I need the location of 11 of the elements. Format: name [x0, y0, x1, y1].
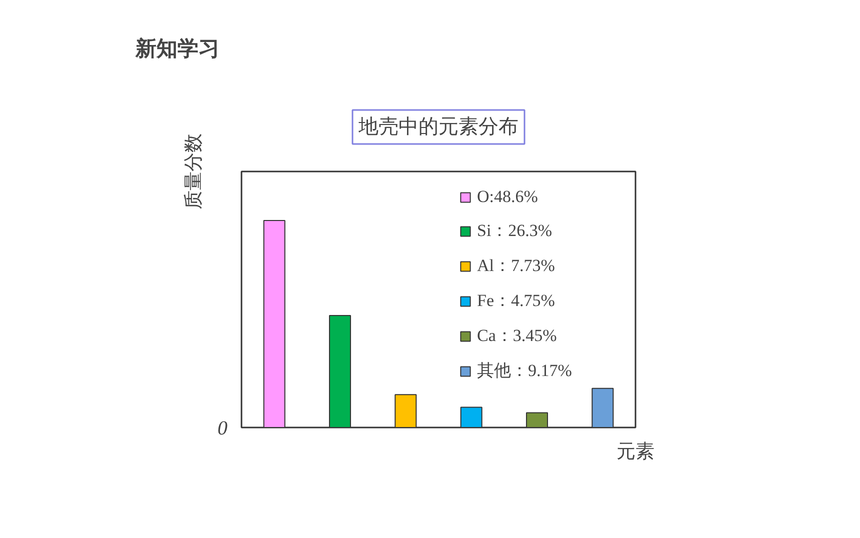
text: 0 — [218, 418, 228, 440]
text: 新知学习 — [134, 36, 220, 60]
legend-label: 其他：9.17% — [477, 360, 572, 382]
x-axis-title: 元素 — [616, 442, 654, 462]
legend-label: Ca：3.45% — [477, 325, 557, 347]
legend-label: Si：26.3% — [477, 220, 552, 242]
y-axis-title: 质量分数 — [184, 134, 204, 210]
legend-label: Fe：4.75% — [477, 290, 555, 312]
chart-title: 地壳中的元素分布 — [358, 116, 518, 138]
legend-label: O:48.6% — [477, 187, 538, 207]
legend-label: Al：7.73% — [477, 255, 555, 277]
